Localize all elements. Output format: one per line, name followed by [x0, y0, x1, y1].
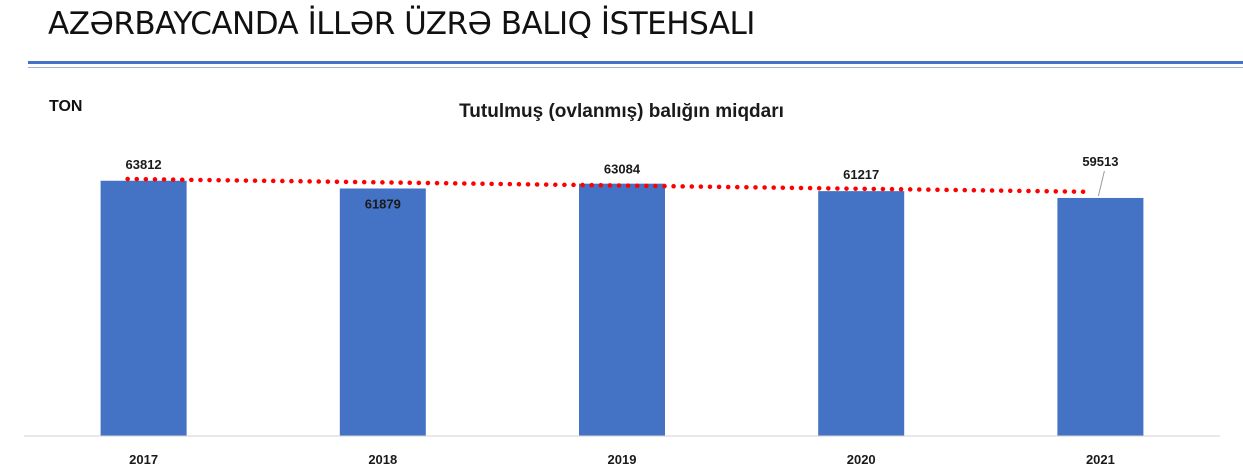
data-label-2018: 61879 — [365, 196, 401, 211]
title-underline-thin — [28, 67, 1243, 68]
title-underline — [28, 61, 1243, 64]
x-tick-label-2021: 2021 — [1086, 452, 1115, 467]
data-label-2020: 61217 — [843, 167, 879, 182]
bar-2017 — [100, 180, 187, 436]
x-tick-label-2019: 2019 — [608, 452, 637, 467]
x-tick-label-2018: 2018 — [368, 452, 397, 467]
chart-title: Tutulmuş (ovlanmış) balığın miqdarı — [459, 101, 784, 122]
x-tick-label-2020: 2020 — [847, 452, 876, 467]
page-title: AZƏRBAYCANDA İLLƏR ÜZRƏ BALIQ İSTEHSALI — [48, 6, 755, 42]
bar-2018 — [339, 188, 426, 436]
data-label-leader-2021 — [1097, 170, 1105, 197]
bar-2019 — [579, 183, 665, 436]
x-tick-label-2017: 2017 — [129, 452, 158, 467]
data-label-2021: 59513 — [1082, 154, 1118, 169]
data-label-2017: 63812 — [126, 157, 162, 172]
y-axis-unit-label: TON — [49, 98, 83, 115]
data-label-2019: 63084 — [604, 162, 641, 177]
bar-2021 — [1057, 197, 1144, 436]
trendline — [125, 176, 1091, 195]
bar-2020 — [818, 191, 905, 436]
